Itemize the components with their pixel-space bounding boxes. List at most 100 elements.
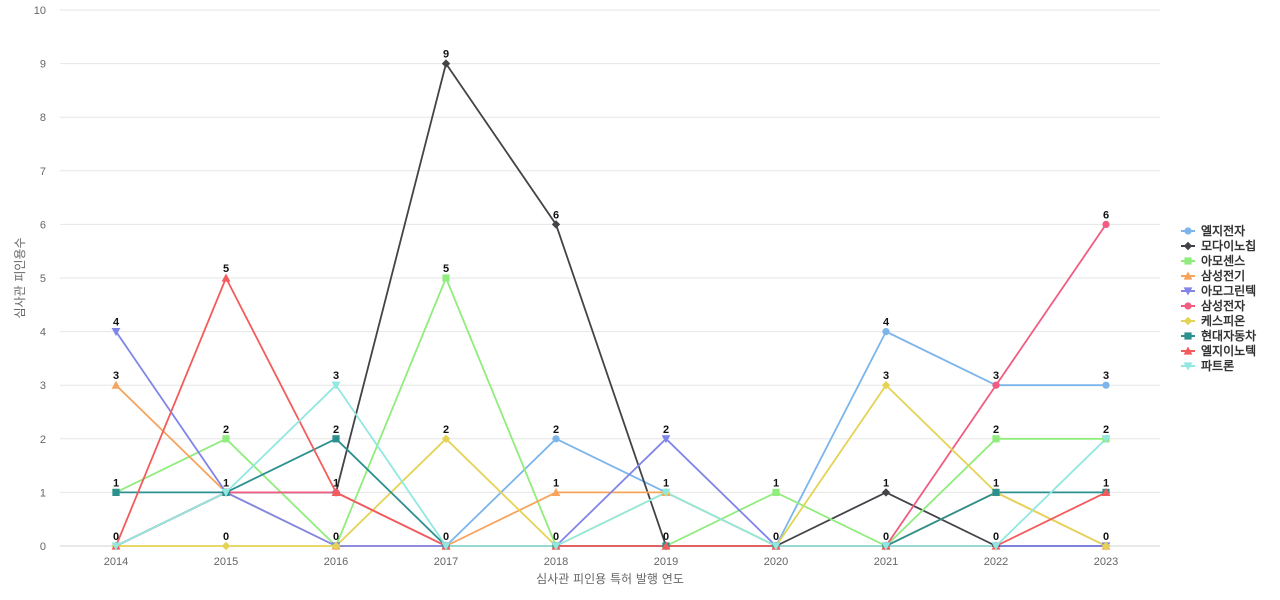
series-marker-엘지전자-2023[interactable] <box>1102 381 1110 389</box>
legend-item-아모센스[interactable]: 아모센스 <box>1181 253 1245 268</box>
series-marker-삼성전기-2014[interactable] <box>111 380 121 389</box>
series-lines <box>115 62 1107 547</box>
series-markers <box>111 59 1111 551</box>
series-marker-엘지이노텍-2023[interactable] <box>1101 487 1111 496</box>
series-marker-엘지전자-2018[interactable] <box>552 435 560 443</box>
series-marker-파트론-2016[interactable] <box>331 381 341 390</box>
legend-marker-엘지이노텍 <box>1183 346 1193 355</box>
data-label-2023-37: 0 <box>1103 531 1109 543</box>
data-label-2023-33: 6 <box>1103 209 1109 221</box>
series-marker-파트론-2017[interactable] <box>441 542 451 551</box>
x-tick-label-2019: 2019 <box>654 556 678 568</box>
legend[interactable]: 엘지전자모다이노칩아모센스삼성전기아모그린텍삼성전자케스피온현대자동차엘지이노텍… <box>1181 223 1256 373</box>
x-tick-label-2017: 2017 <box>434 556 458 568</box>
data-label-2018-18: 1 <box>553 477 559 489</box>
legend-item-현대자동차[interactable]: 현대자동차 <box>1181 328 1256 343</box>
series-marker-아모그린텍-2019[interactable] <box>661 435 671 444</box>
legend-label-아모그린텍: 아모그린텍 <box>1201 283 1256 298</box>
legend-item-아모그린텍[interactable]: 아모그린텍 <box>1181 283 1256 298</box>
series-marker-파트론-2023[interactable] <box>1101 435 1111 444</box>
legend-marker-현대자동차 <box>1184 332 1192 340</box>
series-marker-케스피온-2017[interactable] <box>441 434 451 443</box>
legend-item-모다이노칩[interactable]: 모다이노칩 <box>1181 238 1256 253</box>
series-marker-현대자동차-2014[interactable] <box>112 488 120 496</box>
data-label-2022-31: 1 <box>993 477 999 489</box>
data-label-2017-14: 2 <box>443 424 449 436</box>
legend-marker-파트론 <box>1183 362 1193 371</box>
series-marker-케스피온-2016[interactable] <box>331 541 341 551</box>
series-marker-엘지이노텍-2015[interactable] <box>221 273 231 282</box>
y-axis-ticks: 0 1 2 3 4 5 6 7 8 9 10 <box>34 5 46 553</box>
y-axis-title: 심사관 피인용수 <box>13 237 27 318</box>
data-label-2017-13: 5 <box>443 263 449 275</box>
legend-item-삼성전기[interactable]: 삼성전기 <box>1181 268 1245 283</box>
legend-marker-아모센스 <box>1184 257 1192 265</box>
data-label-2015-5: 2 <box>223 424 229 436</box>
series-marker-파트론-2021[interactable] <box>881 542 891 551</box>
legend-item-파트론[interactable]: 파트론 <box>1181 358 1234 373</box>
x-tick-label-2020: 2020 <box>764 556 788 568</box>
series-marker-아모센스-2020[interactable] <box>772 488 780 496</box>
data-label-2023-34: 3 <box>1103 370 1109 382</box>
series-line-파트론[interactable] <box>115 384 1107 547</box>
y-tick-label-1: 1 <box>40 487 46 499</box>
data-label-2020-23: 1 <box>773 477 779 489</box>
legend-label-엘지이노텍: 엘지이노텍 <box>1201 343 1256 358</box>
series-marker-모다이노칩-2017[interactable] <box>441 59 451 68</box>
series-marker-삼성전기-2018[interactable] <box>551 487 561 496</box>
x-tick-label-2014: 2014 <box>104 556 128 568</box>
series-marker-모다이노칩-2021[interactable] <box>881 488 891 497</box>
series-marker-케스피온-2023[interactable] <box>1101 541 1111 551</box>
series-marker-파트론-2022[interactable] <box>991 542 1001 551</box>
series-marker-아모센스-2022[interactable] <box>992 435 1000 443</box>
series-marker-아모센스-2017[interactable] <box>442 274 450 282</box>
series-marker-파트론-2020[interactable] <box>771 542 781 551</box>
y-tick-label-7: 7 <box>40 166 46 178</box>
series-marker-엘지전자-2021[interactable] <box>882 328 890 336</box>
data-label-2022-30: 2 <box>993 424 999 436</box>
series-marker-삼성전자-2022[interactable] <box>992 381 1000 389</box>
data-label-2021-27: 1 <box>883 477 889 489</box>
legend-item-케스피온[interactable]: 케스피온 <box>1181 313 1245 328</box>
y-tick-label-2: 2 <box>40 434 46 446</box>
data-label-2014-2: 1 <box>113 477 119 489</box>
series-line-엘지이노텍[interactable] <box>115 277 1107 547</box>
series-marker-현대자동차-2022[interactable] <box>992 488 1000 496</box>
series-marker-파트론-2014[interactable] <box>111 542 121 551</box>
data-label-2021-28: 0 <box>883 531 889 543</box>
y-tick-label-4: 4 <box>40 327 46 339</box>
data-label-2016-10: 1 <box>333 477 339 489</box>
series-marker-모다이노칩-2018[interactable] <box>551 220 561 229</box>
series-marker-파트론-2015[interactable] <box>221 488 231 497</box>
series-marker-삼성전자-2023[interactable] <box>1102 220 1110 228</box>
series-marker-케스피온-2021[interactable] <box>881 381 891 390</box>
legend-item-엘지전자[interactable]: 엘지전자 <box>1181 223 1245 238</box>
data-label-2014-0: 4 <box>113 317 120 329</box>
x-tick-label-2023: 2023 <box>1094 556 1118 568</box>
data-label-2022-29: 3 <box>993 370 999 382</box>
data-label-2014-3: 0 <box>113 531 119 543</box>
series-line-아모센스[interactable] <box>115 277 1107 547</box>
x-tick-label-2018: 2018 <box>544 556 568 568</box>
series-marker-아모그린텍-2014[interactable] <box>111 328 121 337</box>
series-marker-엘지이노텍-2019[interactable] <box>661 541 671 550</box>
series-marker-케스피온-2015[interactable] <box>221 541 231 551</box>
data-label-2016-9: 2 <box>333 424 339 436</box>
series-marker-엘지이노텍-2016[interactable] <box>331 487 341 496</box>
series-marker-아모센스-2015[interactable] <box>222 435 230 443</box>
data-label-2015-6: 1 <box>223 477 229 489</box>
legend-label-모다이노칩: 모다이노칩 <box>1201 238 1256 253</box>
y-tick-label-8: 8 <box>40 112 46 124</box>
y-tick-label-5: 5 <box>40 273 46 285</box>
legend-marker-삼성전자 <box>1184 302 1192 310</box>
series-marker-파트론-2019[interactable] <box>661 488 671 497</box>
legend-item-엘지이노텍[interactable]: 엘지이노텍 <box>1181 343 1256 358</box>
series-marker-파트론-2018[interactable] <box>551 542 561 551</box>
series-marker-현대자동차-2016[interactable] <box>332 435 340 443</box>
legend-item-삼성전자[interactable]: 삼성전자 <box>1181 298 1245 313</box>
data-label-2023-35: 2 <box>1103 424 1109 436</box>
data-label-2018-19: 0 <box>553 531 559 543</box>
x-axis-title: 심사관 피인용 특허 발행 연도 <box>536 571 684 586</box>
data-label-2023-36: 1 <box>1103 477 1109 489</box>
y-tick-label-3: 3 <box>40 380 46 392</box>
